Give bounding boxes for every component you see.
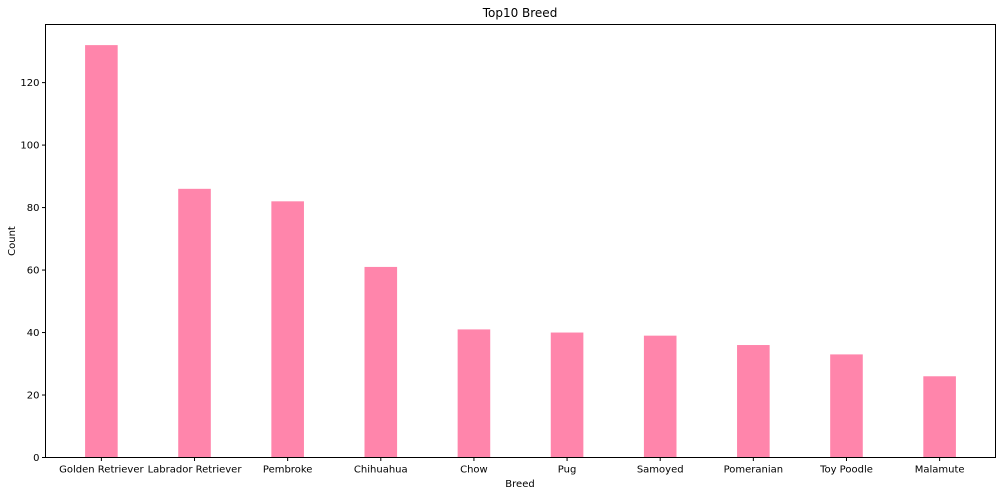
x-tick-label: Golden Retriever xyxy=(59,465,144,476)
x-tick-label: Pug xyxy=(558,465,577,476)
bar-pug xyxy=(550,332,584,458)
bars-group xyxy=(85,45,956,458)
bar-samoyed xyxy=(643,335,677,458)
x-tick-label: Labrador Retriever xyxy=(148,465,243,476)
y-axis-label: Count xyxy=(7,226,18,256)
bar-pembroke xyxy=(271,201,304,458)
plot-frame xyxy=(45,24,996,458)
y-tick-label: 60 xyxy=(27,266,40,277)
x-tick-label: Chihuahua xyxy=(354,465,408,476)
x-axis-ticks: Golden Retriever Labrador Retriever Pembro… xyxy=(59,457,965,476)
y-tick-label: 80 xyxy=(27,203,40,214)
x-tick-label: Toy Poodle xyxy=(819,465,873,476)
y-tick-label: 0 xyxy=(33,453,39,464)
y-tick-label: 20 xyxy=(27,391,40,402)
x-tick-label: Chow xyxy=(460,465,488,476)
bar-labrador-retriever xyxy=(178,188,211,458)
x-tick-label: Pomeranian xyxy=(724,465,784,476)
x-tick-label: Pembroke xyxy=(263,465,313,476)
x-axis-label: Breed xyxy=(505,479,534,490)
bar-malamute xyxy=(923,376,956,458)
y-tick-label: 100 xyxy=(20,141,39,152)
y-axis-ticks: 0 20 40 60 80 100 120 xyxy=(20,78,46,464)
bar-toy-poodle xyxy=(830,354,863,458)
bar-chihuahua xyxy=(364,266,398,458)
bar-golden-retriever xyxy=(85,45,118,458)
y-tick-label: 120 xyxy=(20,78,39,89)
y-tick-label: 40 xyxy=(27,328,40,339)
x-tick-label: Samoyed xyxy=(637,465,684,476)
chart-title: Top10 Breed xyxy=(482,6,558,20)
x-tick-label: Malamute xyxy=(915,465,965,476)
bar-chow xyxy=(457,329,491,458)
bar-pomeranian xyxy=(737,345,770,458)
